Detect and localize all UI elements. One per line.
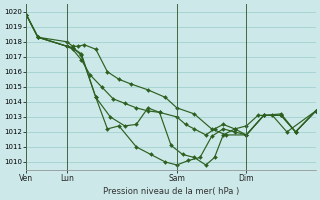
X-axis label: Pression niveau de la mer( hPa ): Pression niveau de la mer( hPa )	[103, 187, 239, 196]
